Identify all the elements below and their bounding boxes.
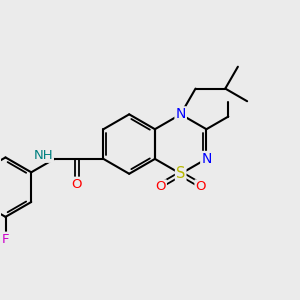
Text: F: F	[2, 233, 9, 246]
Text: N: N	[201, 152, 212, 166]
Text: S: S	[176, 166, 185, 181]
Text: O: O	[195, 180, 206, 194]
Text: O: O	[71, 178, 82, 191]
Text: N: N	[176, 107, 186, 121]
Text: O: O	[155, 180, 166, 194]
Text: NH: NH	[33, 149, 53, 162]
